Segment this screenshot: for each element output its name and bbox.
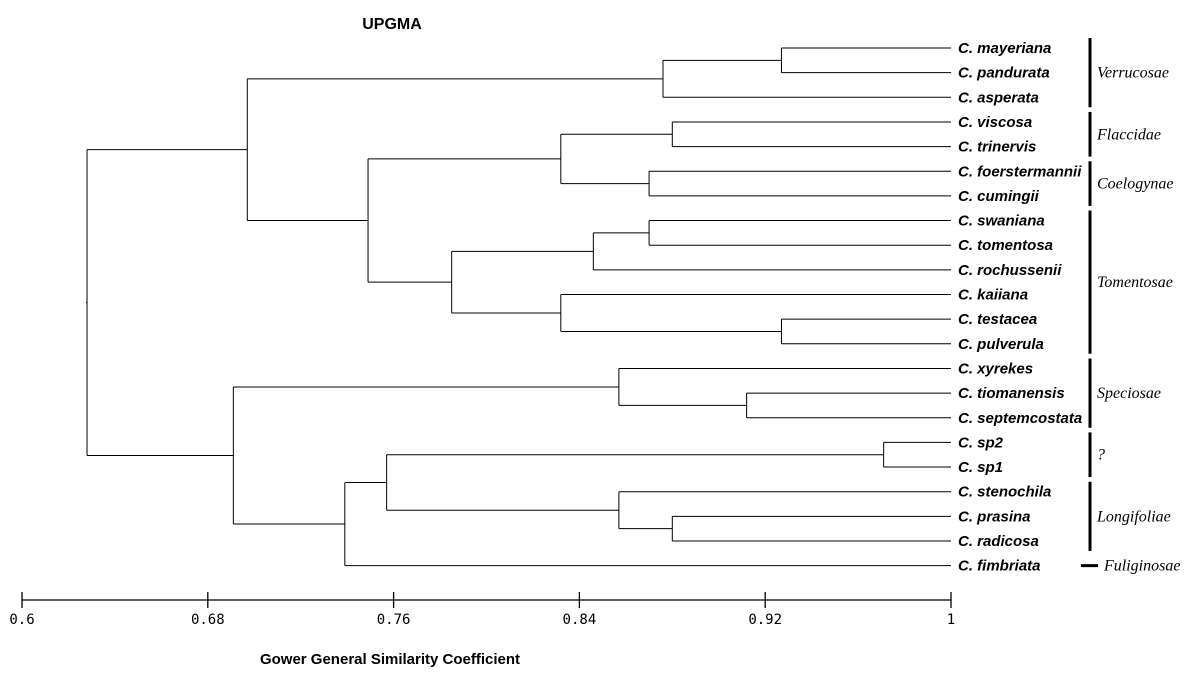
x-tick-label: 0.6 xyxy=(9,612,34,628)
leaf-label: C. stenochila xyxy=(958,484,1051,501)
x-tick-label: 0.92 xyxy=(748,612,782,628)
leaf-label: C. tiomanensis xyxy=(958,385,1065,402)
leaf-label: C. pulverula xyxy=(958,336,1044,353)
x-tick-label: 0.84 xyxy=(563,612,597,628)
x-axis: 0.6 0.68 0.76 0.84 0.92 1 xyxy=(9,592,955,628)
x-axis-label: Gower General Similarity Coefficient xyxy=(260,651,520,668)
leaf-label: C. fimbriata xyxy=(958,558,1041,575)
section-label: Flaccidae xyxy=(1096,126,1161,143)
leaf-label: C. prasina xyxy=(958,508,1031,525)
leaf-labels: C. mayeriana C. pandurata C. asperata C. vi… xyxy=(958,40,1082,575)
leaf-label: C. radicosa xyxy=(958,533,1039,550)
leaf-label: C. kaiiana xyxy=(958,287,1028,304)
section-label: Speciosae xyxy=(1097,385,1161,402)
leaf-label: C. cumingii xyxy=(958,188,1040,205)
leaf-label: C. testacea xyxy=(958,311,1037,328)
leaf-label: C. xyrekes xyxy=(958,360,1033,377)
x-tick-label: 0.68 xyxy=(191,612,225,628)
leaf-label: C. pandurata xyxy=(958,65,1050,82)
section-label: Tomentosae xyxy=(1097,274,1173,291)
section-label: Verrucosae xyxy=(1097,65,1169,82)
dendrogram-branches xyxy=(86,47,951,567)
leaf-label: C. sp1 xyxy=(958,459,1003,476)
leaf-label: C. septemcostata xyxy=(958,410,1082,427)
leaf-label: C. mayeriana xyxy=(958,40,1051,57)
leaf-label: C. viscosa xyxy=(958,114,1032,131)
chart-title: UPGMA xyxy=(362,16,422,33)
x-tick-label: 0.76 xyxy=(377,612,411,628)
leaf-label: C. foerstermannii xyxy=(958,163,1082,180)
leaf-label: C. swaniana xyxy=(958,213,1045,230)
section-label: Fuliginosae xyxy=(1103,558,1180,575)
leaf-label: C. asperata xyxy=(958,89,1039,106)
section-label: Longifoliae xyxy=(1096,508,1171,525)
section-label: Coelogynae xyxy=(1097,176,1173,193)
section-brackets: Verrucosae Flaccidae Coelogynae Tomentosae S… xyxy=(1081,38,1180,575)
leaf-label: C. tomentosa xyxy=(958,237,1053,254)
section-label: ? xyxy=(1097,447,1105,464)
leaf-label: C. rochussenii xyxy=(958,262,1062,279)
leaf-label: C. trinervis xyxy=(958,139,1036,156)
x-tick-label: 1 xyxy=(947,612,955,628)
leaf-label: C. sp2 xyxy=(958,434,1004,451)
